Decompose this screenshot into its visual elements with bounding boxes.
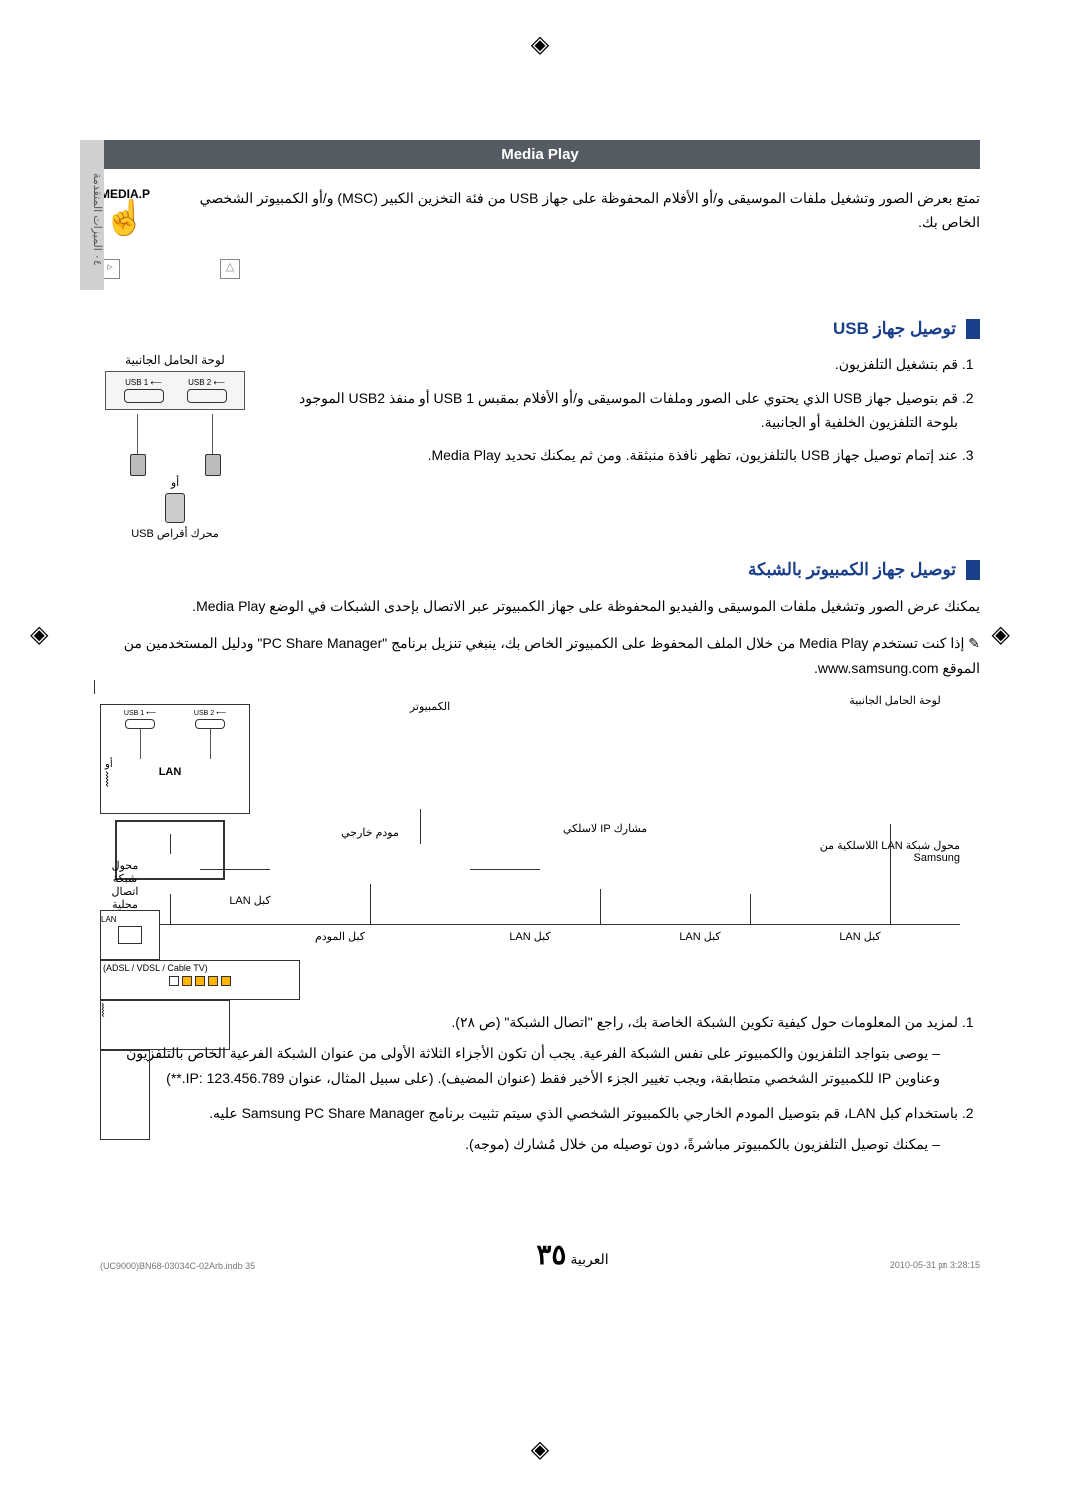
antenna: [94, 680, 95, 694]
router-wifi-icon: ⦚: [101, 1001, 105, 1021]
side-panel-figure: لوحة الحامل الجانبية USB 1 ⟵ USB 2 ⟵ أ: [100, 353, 250, 540]
usb-drive-icon: [165, 493, 185, 523]
nd-modem-sub: (ADSL / VDSL / Cable TV): [103, 963, 297, 973]
nd-line: [600, 889, 601, 924]
header-title: Media Play: [501, 146, 579, 163]
intro-block: MEDIA.P ☝ تمتع بعرض الصور وتشغيل ملفات ا…: [100, 187, 980, 235]
pc-step-2: باستخدام كبل LAN، قم بتوصيل المودم الخار…: [100, 1101, 958, 1157]
usb1-label: USB 1 ⟵: [125, 378, 162, 387]
modem-port: [169, 976, 179, 986]
pc-step-2-text: باستخدام كبل LAN، قم بتوصيل المودم الخار…: [209, 1105, 958, 1121]
page-number: العربية ٣٥: [536, 1238, 608, 1271]
modem-port: [182, 976, 192, 986]
pc-step-1-text: لمزيد من المعلومات حول كيفية تكوين الشبك…: [451, 1014, 958, 1030]
or-label: أو: [100, 476, 250, 489]
usb2-label: USB 2 ⟵: [188, 378, 225, 387]
nd-line: [170, 894, 171, 924]
pc-section-title: توصيل جهاز الكمبيوتر بالشبكة: [100, 560, 980, 580]
usb-slot-2: [187, 389, 227, 403]
nd-slot-2: [195, 719, 225, 729]
side-panel-label: لوحة الحامل الجانبية: [100, 353, 250, 367]
nd-line: [170, 834, 171, 854]
usb-steps: قم بتشغيل التلفزيون. قم بتوصيل جهاز USB …: [280, 353, 980, 540]
side-tab-label: الميزات المتقدمة: [91, 173, 103, 251]
nd-cable-2: [210, 729, 211, 759]
nd-router: ⦚: [100, 1000, 230, 1050]
nd-cable-1: [140, 729, 141, 759]
header-bar: Media Play: [100, 140, 980, 169]
placeholder-box-2: △: [220, 259, 240, 279]
footer-indb: (UC9000)BN68-03034C-02Arb.indb 35: [100, 1261, 255, 1271]
usb-slot-1: [124, 389, 164, 403]
placeholder-row: ▹ △: [100, 249, 980, 299]
nd-line: [420, 809, 421, 844]
side-tab: ٠٤ الميزات المتقدمة: [80, 140, 104, 290]
page-lang: العربية: [570, 1251, 608, 1267]
nd-cable-lan-3: كبل LAN: [660, 930, 740, 943]
pc-section: يمكنك عرض الصور وتشغيل ملفات الموسيقى وا…: [100, 594, 980, 1158]
nd-cable-lan-4: كبل LAN: [820, 930, 900, 943]
nd-tv-panel: USB 1 ⟵ USB 2 ⟵ أو: [100, 704, 250, 814]
pc-note: إذا كنت تستخدم Media Play من خلال الملف …: [100, 631, 980, 681]
nd-line: [890, 824, 891, 924]
page-footer: (UC9000)BN68-03034C-02Arb.indb 35 العربي…: [100, 1238, 980, 1271]
panel-box: USB 1 ⟵ USB 2 ⟵: [105, 371, 245, 410]
nd-slot-1: [125, 719, 155, 729]
usb-cable: [100, 414, 250, 454]
usb-plug-2: [205, 454, 221, 476]
usb-step-3: عند إتمام توصيل جهاز USB بالتلفزيون، تظه…: [280, 444, 958, 468]
nd-computer-label: الكمبيوتر: [360, 700, 500, 713]
nd-panel-label: لوحة الحامل الجانبية: [820, 694, 970, 707]
nd-cable-modem: كبل المودم: [300, 930, 380, 943]
modem-port: [208, 976, 218, 986]
cable-line-2: [212, 414, 213, 454]
nd-modem: (ADSL / VDSL / Cable TV): [100, 960, 300, 1000]
nd-switch-label: محول شبكة اتصال محلية: [100, 859, 150, 911]
usb-section: قم بتشغيل التلفزيون. قم بتوصيل جهاز USB …: [100, 353, 980, 540]
usb-section-title-text: توصيل جهاز USB: [833, 319, 956, 339]
nd-cable-lan-2: كبل LAN: [490, 930, 570, 943]
usb-plug-1: [130, 454, 146, 476]
modem-port: [195, 976, 205, 986]
usb-drive-label: محرك أقراص USB: [100, 527, 250, 540]
nd-samsung-adapter: محول شبكة LAN اللاسلكية من Samsung: [800, 839, 960, 864]
page-num-value: ٣٥: [536, 1239, 566, 1270]
nd-lan-label: LAN: [140, 766, 200, 778]
pc-steps: لمزيد من المعلومات حول كيفية تكوين الشبك…: [100, 1010, 980, 1158]
intro-text: تمتع بعرض الصور وتشغيل ملفات الموسيقى و/…: [170, 187, 980, 235]
page-container: ٠٤ الميزات المتقدمة Media Play MEDIA.P ☝…: [0, 0, 1080, 1331]
lan-port-icon: [118, 926, 142, 944]
usb-step-2: قم بتوصيل جهاز USB الذي يحتوي على الصور …: [280, 387, 958, 435]
pc-section-title-text: توصيل جهاز الكمبيوتر بالشبكة: [748, 560, 956, 580]
nd-line: [200, 869, 270, 870]
nd-lan-port: LAN: [101, 915, 159, 924]
footer-time: 2010-05-31 ㏘ 3:28:15: [890, 1258, 980, 1271]
nd-usb1: USB 1 ⟵: [124, 709, 156, 717]
nd-usb2: USB 2 ⟵: [194, 709, 226, 717]
registration-mark-bottom: ◈: [531, 1435, 549, 1464]
wifi-icon: [105, 774, 109, 790]
usb-step-1: قم بتشغيل التلفزيون.: [280, 353, 958, 377]
nd-cable-lan-1: كبل LAN: [210, 894, 290, 907]
nd-switch: [100, 1050, 150, 1140]
nd-line: [370, 884, 371, 924]
nd-router-label: مشارك IP لاسلكي: [540, 822, 670, 835]
side-tab-num: ٠٤: [91, 254, 103, 266]
nd-lan-adapter: LAN: [100, 910, 160, 960]
hand-icon: ☝: [100, 201, 150, 235]
nd-line: [750, 894, 751, 924]
nd-baseline: [160, 924, 960, 925]
usb-section-title: توصيل جهاز USB: [100, 319, 980, 339]
network-diagram: لوحة الحامل الجانبية USB 1 ⟵ USB 2 ⟵ أو …: [100, 694, 980, 994]
modem-port: [221, 976, 231, 986]
pc-step-2-sub: يمكنك توصيل التلفزيون بالكمبيوتر مباشرةً…: [100, 1132, 958, 1157]
nd-line: [470, 869, 540, 870]
cable-line-1: [137, 414, 138, 454]
nd-modem-label: مودم خارجي: [270, 826, 470, 839]
pc-body-1: يمكنك عرض الصور وتشغيل ملفات الموسيقى وا…: [100, 594, 980, 619]
mediap-button-figure: MEDIA.P ☝: [100, 187, 150, 235]
